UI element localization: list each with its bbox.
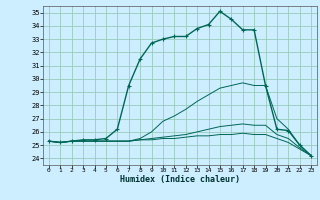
X-axis label: Humidex (Indice chaleur): Humidex (Indice chaleur) bbox=[120, 175, 240, 184]
